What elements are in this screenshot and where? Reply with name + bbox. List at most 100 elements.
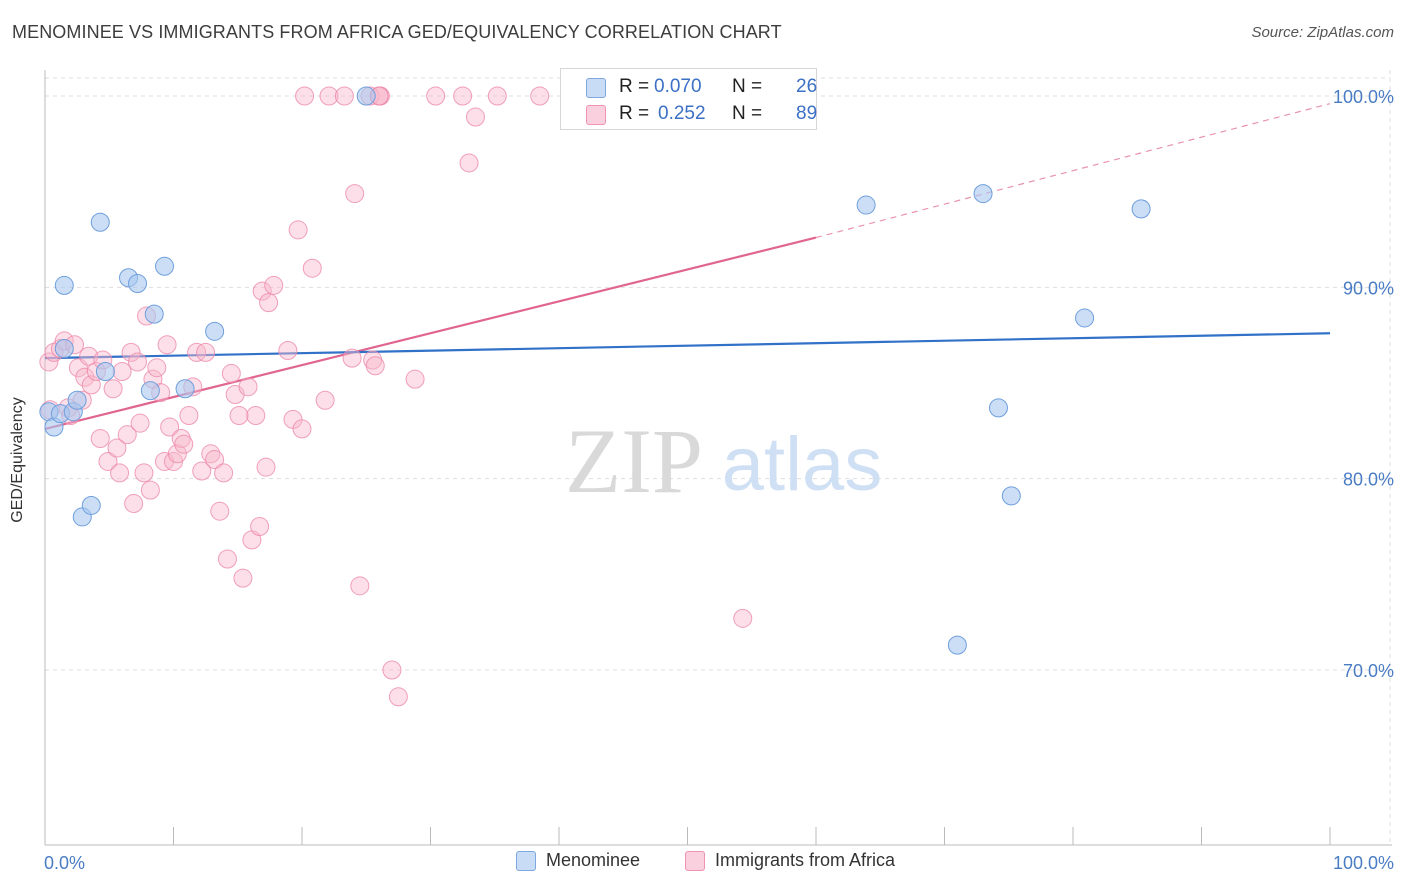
data-point-africa: [259, 293, 279, 313]
data-point-africa: [345, 184, 365, 204]
source-credit: Source: ZipAtlas.com: [1251, 24, 1394, 41]
data-point-africa: [174, 434, 194, 454]
axes: [44, 70, 1392, 846]
data-point-menominee: [1001, 486, 1021, 506]
data-point-africa: [147, 358, 167, 378]
legend-label-africa: Immigrants from Africa: [715, 850, 896, 870]
data-point-africa: [288, 220, 308, 240]
data-point-africa: [205, 450, 225, 470]
data-point-africa: [39, 352, 59, 372]
data-point-africa: [110, 463, 130, 483]
data-point-africa: [246, 406, 266, 426]
data-point-africa: [90, 428, 110, 448]
tick-labels: 70.0% 80.0% 90.0% 100.0% 0.0% 100.0%: [44, 87, 1394, 873]
data-point-menominee: [356, 86, 376, 106]
trend-line-africa: [44, 236, 817, 430]
y-tick-label: 90.0%: [1343, 278, 1394, 298]
data-point-africa: [112, 362, 132, 382]
data-point-menominee: [54, 275, 74, 295]
data-point-africa: [250, 517, 270, 536]
data-point-africa: [79, 346, 99, 366]
data-point-menominee: [1075, 308, 1095, 328]
data-point-africa: [103, 379, 123, 399]
data-point-africa: [210, 501, 230, 521]
data-point-africa: [217, 549, 237, 569]
data-point-africa: [733, 608, 753, 628]
data-point-menominee: [67, 390, 87, 410]
data-point-menominee: [175, 379, 195, 399]
legend-r-label: R =: [619, 103, 650, 124]
data-point-africa: [405, 369, 425, 389]
data-point-africa: [160, 417, 180, 437]
data-point-africa: [167, 444, 187, 464]
legend-item-menominee[interactable]: Menominee: [516, 850, 640, 871]
data-point-africa: [214, 463, 234, 483]
data-point-africa: [278, 340, 298, 360]
series-menominee: [39, 86, 1151, 655]
y-axis-label: GED/Equivalency: [9, 397, 26, 523]
legend-r-value-africa: 0.252: [658, 103, 706, 124]
legend-swatch-menominee: [586, 78, 606, 98]
data-point-africa: [157, 335, 177, 355]
data-point-africa: [117, 425, 137, 445]
data-point-menominee: [81, 495, 101, 515]
data-point-africa: [75, 367, 95, 387]
data-point-africa: [121, 342, 141, 362]
legend-r-label: R =: [619, 76, 650, 97]
data-point-africa: [192, 461, 212, 481]
data-point-africa: [252, 281, 272, 301]
data-point-africa: [196, 342, 216, 362]
data-point-menominee: [205, 321, 225, 341]
data-point-africa: [140, 480, 160, 500]
data-point-africa: [221, 363, 241, 383]
data-point-africa: [459, 153, 479, 173]
data-point-africa: [465, 107, 485, 127]
data-point-africa: [124, 494, 144, 514]
data-point-menominee: [1131, 199, 1151, 219]
data-point-menominee: [856, 195, 876, 215]
y-tick-label: 100.0%: [1333, 87, 1394, 107]
trend-line-africa-extension: [815, 103, 1331, 239]
data-point-africa: [233, 568, 253, 588]
legend-n-value-menominee: 26: [796, 76, 818, 97]
data-point-menominee: [128, 274, 148, 294]
watermark: ZIP atlas: [565, 410, 882, 512]
data-point-menominee: [90, 212, 110, 232]
data-point-menominee: [95, 362, 115, 382]
data-point-africa: [130, 413, 150, 433]
data-point-menominee: [54, 339, 74, 359]
data-point-africa: [365, 356, 385, 376]
data-point-africa: [315, 390, 335, 410]
data-point-africa: [292, 419, 312, 439]
data-point-africa: [128, 352, 148, 372]
chart-title: MENOMINEE VS IMMIGRANTS FROM AFRICA GED/…: [12, 22, 782, 42]
legend-item-africa[interactable]: Immigrants from Africa: [685, 850, 895, 871]
data-point-africa: [342, 348, 362, 368]
correlation-legend: R = 0.070 N = 26 R = 0.252 N = 89: [560, 68, 817, 130]
data-point-africa: [426, 86, 446, 106]
data-point-africa: [487, 86, 507, 106]
data-point-africa: [350, 576, 370, 596]
x-tick-label: 0.0%: [44, 853, 85, 873]
data-point-africa: [107, 438, 127, 458]
data-point-africa: [134, 463, 154, 483]
data-point-africa: [453, 86, 473, 106]
data-point-africa: [179, 406, 199, 426]
legend-swatch-menominee: [516, 850, 536, 871]
x-tick-label: 100.0%: [1333, 853, 1394, 873]
data-point-africa: [302, 258, 322, 278]
data-point-africa: [319, 86, 339, 106]
legend-swatch-africa: [586, 105, 606, 125]
gridlines: [45, 70, 1391, 845]
series-legend: Menominee Immigrants from Africa: [0, 850, 1406, 880]
trend-line-menominee: [44, 332, 1331, 360]
legend-n-label: N =: [732, 103, 763, 124]
data-point-africa: [229, 406, 249, 426]
y-tick-label: 70.0%: [1343, 661, 1394, 681]
data-point-africa: [201, 444, 221, 464]
data-point-africa: [256, 457, 276, 477]
data-point-africa: [388, 687, 408, 707]
legend-label-menominee: Menominee: [546, 850, 641, 870]
data-point-africa: [382, 660, 402, 680]
